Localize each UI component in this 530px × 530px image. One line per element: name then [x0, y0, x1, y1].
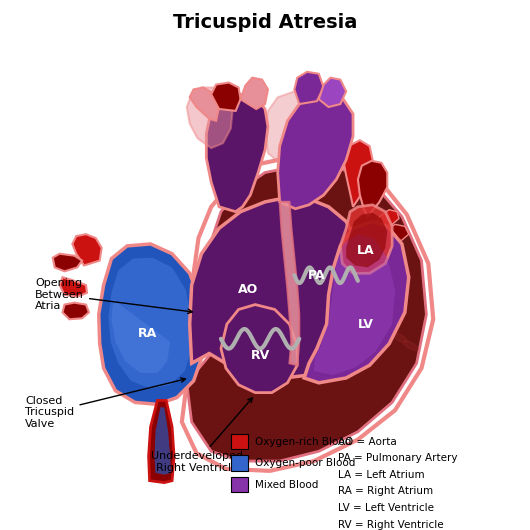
Ellipse shape — [307, 271, 321, 280]
Polygon shape — [211, 83, 241, 111]
Text: RV: RV — [251, 349, 270, 362]
Polygon shape — [99, 244, 204, 404]
Polygon shape — [53, 254, 82, 271]
Text: Mixed Blood: Mixed Blood — [255, 480, 319, 490]
Text: RV = Right Ventricle: RV = Right Ventricle — [338, 519, 444, 529]
Polygon shape — [154, 407, 171, 475]
Polygon shape — [304, 222, 409, 383]
Polygon shape — [187, 166, 426, 461]
Ellipse shape — [361, 310, 375, 319]
Ellipse shape — [393, 333, 407, 342]
FancyBboxPatch shape — [231, 476, 249, 492]
Polygon shape — [206, 94, 268, 211]
Polygon shape — [148, 401, 174, 483]
Text: Closed
Tricuspid
Valve: Closed Tricuspid Valve — [25, 378, 186, 429]
Text: LV = Left Ventricle: LV = Left Ventricle — [338, 503, 435, 513]
Polygon shape — [190, 87, 219, 121]
Text: PA = Pulmonary Artery: PA = Pulmonary Artery — [338, 453, 458, 463]
Polygon shape — [221, 305, 297, 393]
Polygon shape — [265, 91, 338, 170]
Polygon shape — [358, 161, 387, 217]
Text: LV: LV — [358, 317, 374, 331]
Ellipse shape — [350, 302, 364, 311]
Text: Tricuspid Atresia: Tricuspid Atresia — [173, 13, 357, 32]
Polygon shape — [241, 78, 268, 109]
Polygon shape — [319, 78, 346, 107]
Text: Underdeveloped
Right Ventricle: Underdeveloped Right Ventricle — [151, 398, 252, 473]
Text: Oxygen-rich Blood: Oxygen-rich Blood — [255, 437, 351, 446]
Polygon shape — [280, 202, 299, 365]
Polygon shape — [314, 234, 395, 375]
Ellipse shape — [253, 232, 267, 241]
Polygon shape — [294, 72, 324, 104]
Ellipse shape — [404, 341, 418, 350]
Text: PA: PA — [308, 269, 325, 282]
Ellipse shape — [286, 255, 299, 264]
Polygon shape — [383, 224, 409, 244]
Text: RA = Right Atrium: RA = Right Atrium — [338, 487, 434, 497]
Polygon shape — [190, 197, 366, 378]
Polygon shape — [340, 205, 392, 273]
Ellipse shape — [275, 247, 288, 257]
Polygon shape — [72, 234, 102, 266]
Text: Oxygen-poor Blood: Oxygen-poor Blood — [255, 458, 356, 468]
Text: RA: RA — [138, 328, 157, 340]
Polygon shape — [59, 277, 87, 297]
FancyBboxPatch shape — [231, 455, 249, 471]
Ellipse shape — [382, 325, 396, 334]
Text: Opening
Between
Atria: Opening Between Atria — [35, 278, 192, 314]
Polygon shape — [111, 299, 170, 373]
Ellipse shape — [317, 278, 332, 288]
Text: AO = Aorta: AO = Aorta — [338, 437, 397, 446]
Text: LA: LA — [357, 244, 375, 257]
Polygon shape — [376, 210, 399, 231]
Polygon shape — [63, 303, 89, 319]
Text: LA = Left Atrium: LA = Left Atrium — [338, 470, 425, 480]
Polygon shape — [278, 92, 353, 209]
Polygon shape — [109, 258, 192, 388]
Ellipse shape — [372, 317, 385, 327]
Ellipse shape — [339, 294, 353, 303]
Text: AO: AO — [238, 284, 259, 296]
FancyBboxPatch shape — [231, 434, 249, 449]
Ellipse shape — [296, 263, 310, 272]
Ellipse shape — [329, 286, 342, 296]
Polygon shape — [343, 140, 373, 207]
Ellipse shape — [264, 239, 278, 249]
Polygon shape — [187, 87, 233, 148]
Polygon shape — [346, 213, 387, 268]
